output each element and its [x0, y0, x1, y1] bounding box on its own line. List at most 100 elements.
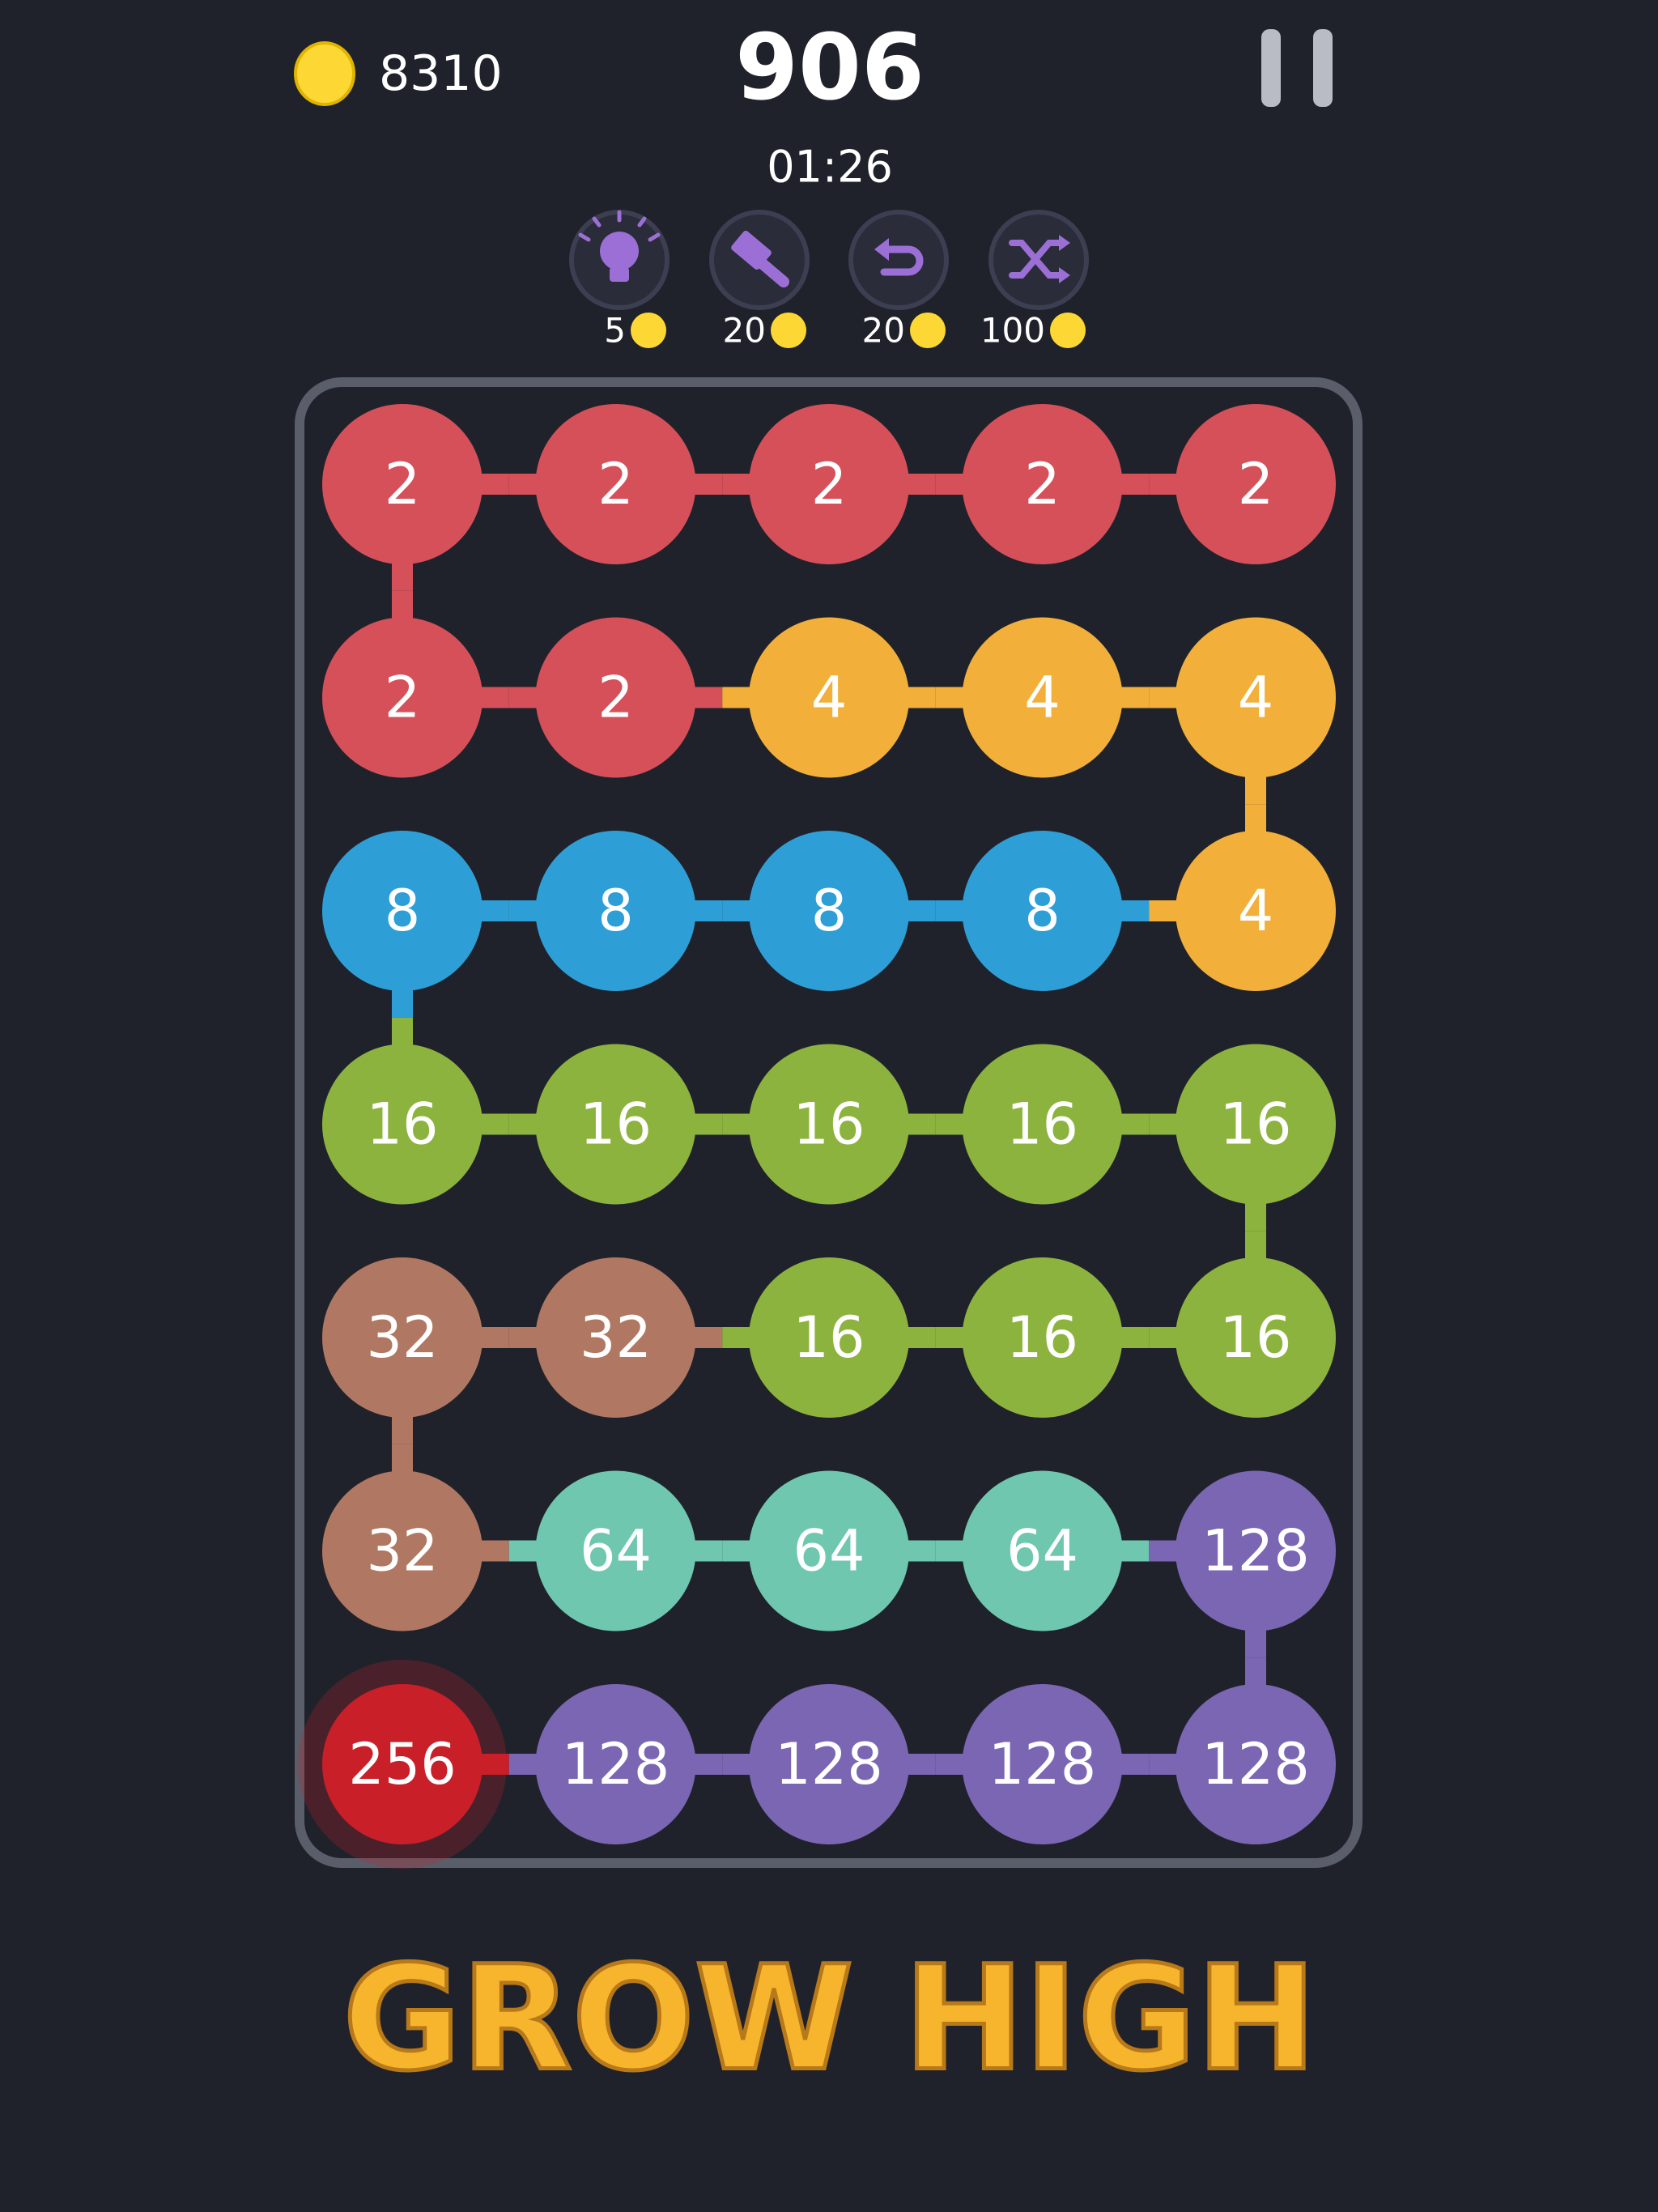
- tile-number: 256: [348, 1731, 457, 1797]
- tile[interactable]: [322, 831, 483, 991]
- tile-number: 4: [1238, 665, 1274, 731]
- shuffle-arrows: [1009, 240, 1065, 279]
- tile[interactable]: [962, 1044, 1123, 1205]
- coin-icon: [294, 41, 355, 106]
- hammer-button[interactable]: [709, 210, 810, 310]
- pause-button[interactable]: [1261, 29, 1333, 107]
- tile[interactable]: [749, 1684, 909, 1844]
- pause-bar: [1261, 29, 1281, 107]
- tile[interactable]: [962, 1470, 1123, 1631]
- tile-number: 8: [385, 878, 421, 944]
- tile[interactable]: [535, 404, 696, 564]
- tile[interactable]: [535, 1044, 696, 1205]
- tile-number: 64: [580, 1518, 652, 1585]
- coin-icon: [1050, 313, 1086, 348]
- tile-number: 16: [366, 1091, 438, 1158]
- hint-button[interactable]: [569, 210, 670, 310]
- tile-number: 2: [1024, 451, 1061, 517]
- tile-number: 4: [811, 665, 848, 731]
- tile[interactable]: [322, 1684, 483, 1844]
- tile[interactable]: [322, 617, 483, 778]
- tile-number: 16: [1006, 1304, 1078, 1371]
- undo-button[interactable]: [848, 210, 949, 310]
- tile[interactable]: [749, 1470, 909, 1631]
- undo-arrowhead: [874, 238, 889, 261]
- powerup-cost: 20: [723, 311, 766, 351]
- tile[interactable]: [962, 617, 1123, 778]
- bulb-icon: [600, 232, 639, 270]
- caption: GROW HIGH: [342, 1935, 1316, 2103]
- tile[interactable]: [1175, 831, 1336, 991]
- coin-icon: [631, 313, 666, 348]
- tile-number: 2: [597, 451, 634, 517]
- tile-number: 4: [1238, 878, 1274, 944]
- bulb-base: [610, 267, 629, 282]
- bulb-rays: [578, 210, 661, 242]
- tile[interactable]: [749, 831, 909, 991]
- tile[interactable]: [322, 404, 483, 564]
- tile-number: 2: [1238, 451, 1274, 517]
- tile[interactable]: [1175, 1257, 1336, 1418]
- tile[interactable]: [322, 1470, 483, 1631]
- score: 906: [735, 15, 925, 121]
- tile[interactable]: [962, 404, 1123, 564]
- hammer-handle: [751, 253, 789, 287]
- pause-bar: [1313, 29, 1333, 107]
- tile-number: 16: [793, 1304, 865, 1371]
- tile[interactable]: [749, 1044, 909, 1205]
- tile-number: 64: [1006, 1518, 1078, 1585]
- tile[interactable]: [749, 1257, 909, 1418]
- tile[interactable]: [749, 617, 909, 778]
- coin-icon: [910, 313, 946, 348]
- tile-number: 8: [811, 878, 848, 944]
- board-frame: [295, 377, 1363, 1868]
- tile-number: 32: [366, 1304, 438, 1371]
- tile[interactable]: [1175, 617, 1336, 778]
- tile-number: 16: [580, 1091, 652, 1158]
- powerup-circle: [848, 210, 949, 310]
- tile-number: 128: [775, 1731, 883, 1797]
- tile-number: 128: [988, 1731, 1097, 1797]
- tile[interactable]: [322, 1044, 483, 1205]
- tile-number: 128: [1201, 1518, 1310, 1585]
- coin-count: 8310: [379, 45, 503, 102]
- tile[interactable]: [535, 1470, 696, 1631]
- tile[interactable]: [1175, 1470, 1336, 1631]
- tile[interactable]: [1175, 1044, 1336, 1205]
- timer: 01:26: [767, 142, 893, 193]
- powerup-cost: 100: [980, 311, 1045, 351]
- tile-number: 2: [811, 451, 848, 517]
- tile-number: 32: [366, 1518, 438, 1585]
- tile-number: 2: [385, 665, 421, 731]
- tile[interactable]: [962, 831, 1123, 991]
- tile[interactable]: [749, 404, 909, 564]
- tile[interactable]: [962, 1684, 1123, 1844]
- tile[interactable]: [1175, 1684, 1336, 1844]
- powerups: 5 20 20 100: [569, 210, 1089, 351]
- tile[interactable]: [535, 1257, 696, 1418]
- tile-number: 8: [597, 878, 634, 944]
- tile-number: 128: [1201, 1731, 1310, 1797]
- tile-number: 16: [793, 1091, 865, 1158]
- tile[interactable]: [535, 617, 696, 778]
- powerup-cost: 20: [862, 311, 905, 351]
- tiles: 2 2 2 2 2 2 2 4 4 4 8 8 8 8 4 16 16 16 16 16 32 32 16 16 16 32 64 6…: [298, 404, 1336, 1869]
- tile-number: 2: [597, 665, 634, 731]
- tile[interactable]: [322, 1257, 483, 1418]
- coin-icon: [771, 313, 806, 348]
- tile[interactable]: [535, 831, 696, 991]
- tile[interactable]: [535, 1684, 696, 1844]
- tile-number: 8: [1024, 878, 1061, 944]
- tile[interactable]: [962, 1257, 1123, 1418]
- powerup-cost: 5: [604, 311, 626, 351]
- tile-number: 16: [1219, 1091, 1291, 1158]
- shuffle-arrowheads: [1059, 235, 1070, 283]
- tile-number: 16: [1006, 1091, 1078, 1158]
- tile-number: 16: [1219, 1304, 1291, 1371]
- shuffle-button[interactable]: [988, 210, 1089, 310]
- tile-number: 128: [562, 1731, 670, 1797]
- tile-number: 64: [793, 1518, 865, 1585]
- tile[interactable]: [1175, 404, 1336, 564]
